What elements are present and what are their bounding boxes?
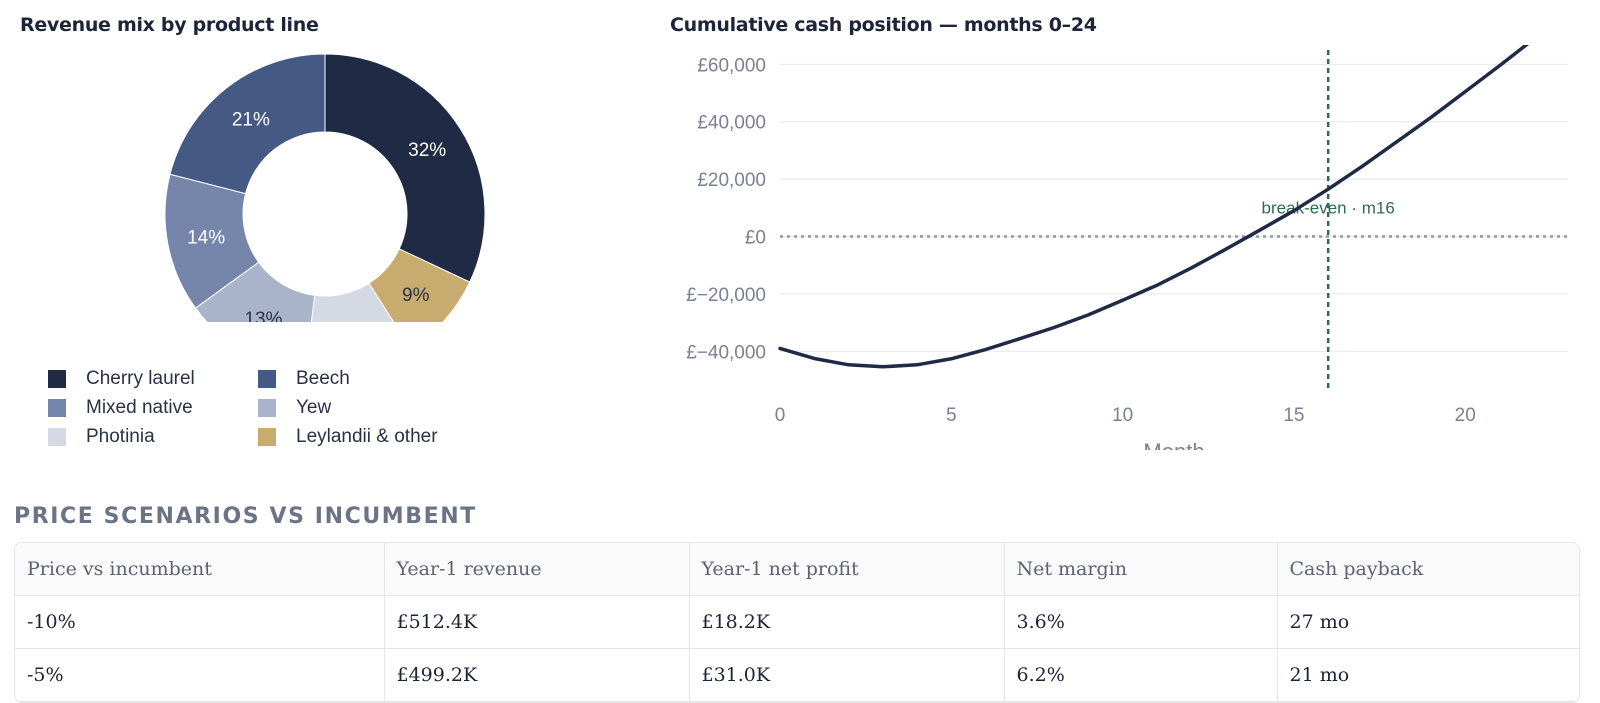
donut-clip-mask <box>0 322 640 360</box>
y-tick-label: £40,000 <box>697 113 766 134</box>
legend-item-photinia: Photinia <box>48 426 258 447</box>
table-cell: £499.2K <box>384 648 690 702</box>
line-chart-title: Cumulative cash position — months 0–24 <box>670 14 1097 36</box>
donut-slice-cherry-laurel <box>324 53 486 283</box>
revenue-mix-donut-chart: 32%9%11%13%14%21% <box>0 53 640 360</box>
y-tick-label: £−20,000 <box>686 285 766 306</box>
donut-chart-title: Revenue mix by product line <box>20 14 319 36</box>
column-header-net-margin: Net margin <box>1004 543 1278 596</box>
legend-item-yew: Yew <box>258 397 468 418</box>
y-tick-label: £20,000 <box>697 170 766 191</box>
x-tick-label: 5 <box>946 405 957 426</box>
section-title: Price scenarios vs incumbent <box>14 504 477 529</box>
legend-swatch <box>48 398 66 417</box>
table-row: -10% £512.4K £18.2K 3.6% 27 mo <box>15 595 1579 649</box>
legend-swatch <box>48 427 66 446</box>
legend-swatch <box>48 369 66 388</box>
y-tick-label: £60,000 <box>697 55 766 76</box>
donut-slice-label: 21% <box>232 109 270 130</box>
table-cell: £18.2K <box>689 595 1005 649</box>
table-cell: -10% <box>15 595 385 649</box>
column-header-price-vs-incumbent: Price vs incumbent <box>15 543 385 596</box>
table-cell: 21 mo <box>1277 648 1579 702</box>
table-cell: £31.0K <box>689 648 1005 702</box>
x-tick-label: 15 <box>1283 405 1304 426</box>
legend-label: Cherry laurel <box>86 367 195 389</box>
column-header-year-1-revenue: Year-1 revenue <box>384 543 690 596</box>
x-axis-label: Month <box>1143 439 1204 450</box>
donut-slice-label: 9% <box>402 285 430 306</box>
x-tick-label: 10 <box>1112 405 1133 426</box>
y-tick-label: £−40,000 <box>686 342 766 363</box>
cumulative-cash-line-chart: £−40,000 £−20,000 £0 £20,000 £40,000 £60,000 0… <box>686 45 1568 450</box>
legend-item-leylandii-other: Leylandii & other <box>258 426 468 447</box>
table-header-row: Price vs incumbent Year-1 revenue Year-1 n… <box>15 543 1579 596</box>
x-tick-label: 0 <box>775 405 786 426</box>
x-tick-label: 20 <box>1455 405 1476 426</box>
table-cell: -5% <box>15 648 385 702</box>
legend-label: Yew <box>296 396 332 418</box>
legend-swatch <box>258 398 276 417</box>
break-even-label: break-even · m16 <box>1262 199 1395 218</box>
table-cell: 27 mo <box>1277 595 1579 649</box>
legend-label: Mixed native <box>86 396 193 418</box>
column-header-cash-payback: Cash payback <box>1277 543 1579 596</box>
table-body: -10% £512.4K £18.2K 3.6% 27 mo -5% £499.2K £31.… <box>15 595 1579 702</box>
legend-item-beech: Beech <box>258 368 468 389</box>
legend-label: Leylandii & other <box>296 425 438 447</box>
legend-label: Photinia <box>86 425 155 447</box>
table-row: -5% £499.2K £31.0K 6.2% 21 mo <box>15 648 1579 702</box>
price-scenarios-table: Price vs incumbent Year-1 revenue Year-1 n… <box>14 542 1580 703</box>
donut-legend: Cherry laurel Beech Mixed native Yew Photini… <box>48 368 488 447</box>
legend-item-cherry-laurel: Cherry laurel <box>48 368 258 389</box>
legend-item-mixed-native: Mixed native <box>48 397 258 418</box>
donut-slice-beech <box>169 53 326 195</box>
table-cell: 6.2% <box>1004 648 1278 702</box>
donut-slice-label: 14% <box>187 228 225 249</box>
table-cell: £512.4K <box>384 595 690 649</box>
legend-swatch <box>258 369 276 388</box>
y-tick-label: £0 <box>745 228 766 249</box>
column-header-year-1-net-profit: Year-1 net profit <box>689 543 1005 596</box>
table-cell: 3.6% <box>1004 595 1278 649</box>
donut-slice-label: 32% <box>408 140 446 161</box>
legend-label: Beech <box>296 367 350 389</box>
legend-swatch <box>258 427 276 446</box>
cash-position-series-line <box>778 45 1530 369</box>
